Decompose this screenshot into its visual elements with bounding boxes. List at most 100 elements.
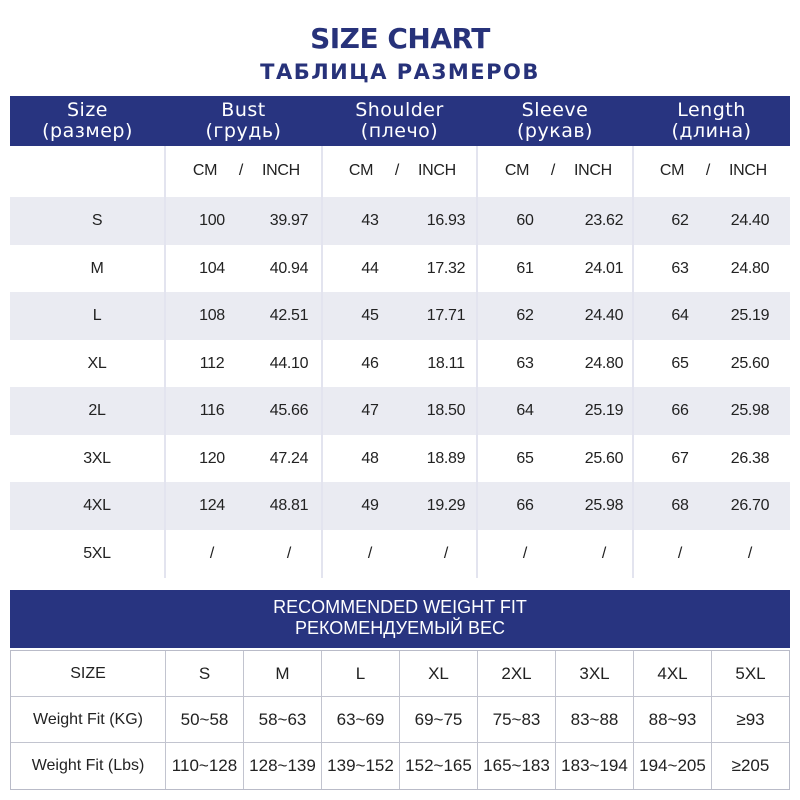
- cell-shoulder-in: 18.11: [427, 354, 465, 372]
- cell-sleeve-in: 24.40: [584, 307, 624, 324]
- cell-length-cm: 63: [671, 259, 689, 277]
- cell-bust-in: /: [286, 544, 292, 562]
- weight-lbs-cell: 194~205: [634, 743, 712, 789]
- size-cell: XL: [400, 651, 478, 697]
- table-row: 2L 116 45.66 47 18.50 64 25.19 66 25.98: [10, 387, 790, 435]
- weight-kg-row-label: Weight Fit (KG): [11, 697, 166, 743]
- cell-length-in: 25.60: [730, 354, 770, 372]
- cell-bust-cm: 120: [199, 449, 225, 467]
- cell-bust-cm: 124: [199, 497, 225, 514]
- cell-bust-in: 48.81: [269, 497, 309, 514]
- column-divider: [321, 146, 323, 578]
- column-header-label: Shoulder: [355, 99, 444, 121]
- cell-bust-in: 44.10: [269, 354, 309, 372]
- cell-bust-in: 39.97: [269, 212, 309, 229]
- unit-cm: CM: [348, 162, 374, 179]
- size-cell: 4XL: [634, 651, 712, 697]
- cell-shoulder-cm: 46: [361, 354, 379, 372]
- column-header-length: Length (длина): [633, 96, 790, 146]
- weight-kg-cell: 50~58: [166, 697, 244, 743]
- size-chart-header: [10, 96, 790, 146]
- weight-fit-header: RECOMMENDED WEIGHT FIT РЕКОМЕНДУЕМЫЙ ВЕС: [10, 590, 790, 648]
- cell-bust-in: 47.24: [269, 449, 309, 467]
- column-header-sleeve: Sleeve (рукав): [477, 96, 633, 146]
- size-cell: 5XL: [712, 651, 789, 697]
- cell-sleeve-in: /: [601, 544, 607, 562]
- cell-length-cm: 64: [671, 307, 689, 324]
- weight-lbs-cell: ≥205: [731, 756, 770, 775]
- column-header-label-ru: (длина): [671, 120, 752, 142]
- cell-size: M: [90, 259, 104, 277]
- weight-lbs-cell: 183~194: [556, 743, 634, 789]
- cell-bust-in: 40.94: [269, 259, 309, 277]
- unit-separator: /: [705, 162, 711, 179]
- cell-sleeve-cm: 65: [516, 449, 534, 467]
- cell-size: S: [91, 212, 103, 229]
- weight-lbs-row-label: Weight Fit (Lbs): [11, 743, 166, 789]
- cell-length-cm: 68: [671, 497, 689, 514]
- cell-shoulder-in: 19.29: [426, 497, 466, 514]
- page-title: SIZE CHART: [310, 22, 490, 55]
- cell-shoulder-cm: 44: [361, 259, 379, 277]
- cell-length-in: 26.38: [730, 449, 770, 467]
- column-divider: [476, 146, 478, 578]
- cell-shoulder-cm: 49: [361, 497, 379, 514]
- weight-kg-cell: 63~69: [322, 697, 400, 743]
- cell-bust-cm: 100: [199, 212, 225, 229]
- cell-shoulder-in: 17.71: [426, 307, 466, 324]
- cell-sleeve-cm: 63: [516, 354, 534, 372]
- size-cell: 2XL: [478, 651, 556, 697]
- cell-sleeve-in: 24.80: [584, 354, 624, 372]
- size-cell: 3XL: [556, 651, 634, 697]
- cell-bust-cm: 108: [199, 307, 225, 324]
- cell-size: 2L: [88, 402, 106, 419]
- weight-kg-cell: 88~93: [634, 697, 712, 743]
- column-header-label-ru: (плечо): [360, 120, 439, 142]
- cell-shoulder-cm: 48: [361, 449, 379, 467]
- cell-length-cm: /: [677, 544, 683, 562]
- cell-size: 4XL: [83, 497, 111, 514]
- cell-length-cm: 65: [671, 354, 689, 372]
- cell-shoulder-cm: 45: [361, 307, 379, 324]
- cell-shoulder-in: 16.93: [426, 212, 466, 229]
- table-row: M 104 40.94 44 17.32 61 24.01 63 24.80: [10, 245, 790, 293]
- cell-length-in: /: [747, 544, 753, 562]
- cell-shoulder-in: 18.89: [426, 449, 466, 467]
- column-header-label-ru: (грудь): [205, 120, 282, 142]
- weight-lbs-cell: 128~139: [244, 743, 322, 789]
- weight-fit-title-ru: РЕКОМЕНДУЕМЫЙ ВЕС: [294, 618, 505, 638]
- cell-size: 5XL: [83, 544, 111, 562]
- cell-bust-cm: 112: [199, 354, 225, 372]
- cell-shoulder-in: /: [443, 544, 449, 562]
- column-header-shoulder: Shoulder (плечо): [322, 96, 477, 146]
- column-header-size: Size (размер): [10, 96, 165, 146]
- cell-sleeve-in: 25.19: [584, 402, 624, 419]
- unit-separator: /: [394, 162, 400, 179]
- cell-bust-cm: 104: [199, 259, 225, 277]
- unit-cm: CM: [504, 162, 530, 179]
- cell-length-cm: 62: [671, 212, 689, 229]
- cell-shoulder-cm: /: [367, 544, 373, 562]
- cell-sleeve-in: 25.60: [584, 449, 624, 467]
- table-row: 3XL 120 47.24 48 18.89 65 25.60 67 26.38: [10, 435, 790, 483]
- cell-bust-in: 42.51: [269, 307, 309, 324]
- weight-fit-table: SIZE S M L XL 2XL 3XL 4XL 5XL Weight Fit (KG) 50~5…: [10, 650, 790, 790]
- cell-length-in: 26.70: [730, 497, 770, 514]
- cell-sleeve-cm: 62: [516, 307, 534, 324]
- cell-shoulder-in: 18.50: [426, 402, 466, 419]
- size-cell: S: [166, 651, 244, 697]
- cell-bust-in: 45.66: [269, 402, 309, 419]
- column-header-label: Sleeve: [521, 99, 589, 121]
- cell-length-cm: 66: [671, 402, 689, 419]
- page-subtitle: ТАБЛИЦА РАЗМЕРОВ: [260, 60, 540, 84]
- unit-inch: INCH: [574, 162, 612, 179]
- cell-sleeve-in: 24.01: [584, 259, 624, 277]
- unit-inch: INCH: [262, 162, 300, 179]
- column-header-label-ru: (размер): [42, 120, 133, 142]
- weight-kg-cell: 83~88: [556, 697, 634, 743]
- size-cell: L: [322, 651, 400, 697]
- cell-bust-cm: 116: [199, 402, 225, 419]
- units-row: CM / INCH CM / INCH CM / INCH CM / INCH: [10, 146, 790, 196]
- unit-separator: /: [550, 162, 556, 179]
- cell-sleeve-cm: /: [522, 544, 528, 562]
